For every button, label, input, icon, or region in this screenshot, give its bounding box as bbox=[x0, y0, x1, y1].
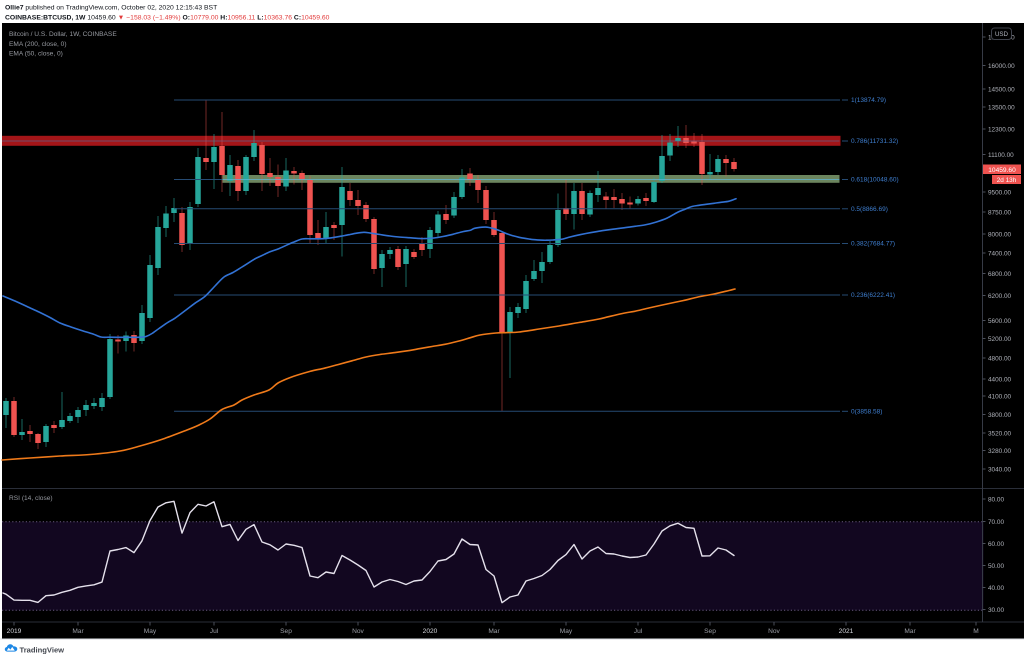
svg-text:EMA (50, close, 0): EMA (50, close, 0) bbox=[9, 51, 63, 58]
svg-text:Mar: Mar bbox=[488, 628, 500, 635]
svg-text:0.382(7684.77): 0.382(7684.77) bbox=[851, 241, 895, 248]
svg-text:11100.00: 11100.00 bbox=[988, 152, 1014, 159]
svg-text:3040.00: 3040.00 bbox=[988, 466, 1012, 473]
svg-text:12300.00: 12300.00 bbox=[988, 126, 1015, 133]
svg-text:60.00: 60.00 bbox=[988, 541, 1004, 548]
svg-text:TradingView: TradingView bbox=[20, 646, 65, 655]
svg-text:4100.00: 4100.00 bbox=[988, 393, 1012, 400]
svg-text:6200.00: 6200.00 bbox=[988, 293, 1012, 300]
svg-text:Sep: Sep bbox=[704, 628, 716, 635]
svg-text:2020: 2020 bbox=[423, 628, 438, 635]
svg-text:2021: 2021 bbox=[839, 628, 854, 635]
svg-text:0.786(11731.32): 0.786(11731.32) bbox=[851, 138, 898, 145]
svg-text:3800.00: 3800.00 bbox=[988, 412, 1012, 419]
svg-text:Nov: Nov bbox=[768, 628, 780, 635]
svg-text:Jul: Jul bbox=[210, 628, 219, 635]
svg-text:10459.60: 10459.60 bbox=[988, 167, 1016, 174]
svg-text:3520.00: 3520.00 bbox=[988, 430, 1012, 437]
svg-text:80.00: 80.00 bbox=[988, 496, 1004, 503]
svg-text:16000.00: 16000.00 bbox=[988, 63, 1015, 70]
svg-text:Bitcoin / U.S. Dollar, 1W, COI: Bitcoin / U.S. Dollar, 1W, COINBASE bbox=[9, 31, 117, 38]
svg-text:8750.00: 8750.00 bbox=[988, 209, 1012, 216]
svg-text:2d 13h: 2d 13h bbox=[997, 177, 1017, 184]
svg-text:40.00: 40.00 bbox=[988, 585, 1004, 592]
svg-text:Mar: Mar bbox=[72, 628, 84, 635]
svg-text:30.00: 30.00 bbox=[988, 607, 1004, 614]
svg-text:70.00: 70.00 bbox=[988, 519, 1004, 526]
svg-text:5200.00: 5200.00 bbox=[988, 336, 1012, 343]
svg-text:COINBASE:BTCUSD, 1W 10459.60 ▼: COINBASE:BTCUSD, 1W 10459.60 ▼ −158.03 (… bbox=[5, 15, 330, 22]
svg-text:4800.00: 4800.00 bbox=[988, 355, 1012, 362]
svg-text:0.5(8866.69): 0.5(8866.69) bbox=[851, 206, 888, 213]
svg-text:50.00: 50.00 bbox=[988, 563, 1004, 570]
svg-text:13500.00: 13500.00 bbox=[988, 104, 1015, 111]
svg-text:0(3858.58): 0(3858.58) bbox=[851, 409, 882, 416]
svg-text:M: M bbox=[973, 628, 979, 635]
svg-text:4400.00: 4400.00 bbox=[988, 376, 1012, 383]
svg-text:May: May bbox=[560, 628, 573, 635]
svg-text:Nov: Nov bbox=[352, 628, 364, 635]
svg-text:5600.00: 5600.00 bbox=[988, 318, 1012, 325]
svg-text:7400.00: 7400.00 bbox=[988, 250, 1012, 257]
svg-text:1(13874.79): 1(13874.79) bbox=[851, 97, 886, 104]
svg-text:8000.00: 8000.00 bbox=[988, 231, 1012, 238]
svg-text:0.236(6222.41): 0.236(6222.41) bbox=[851, 292, 895, 299]
svg-text:6800.00: 6800.00 bbox=[988, 271, 1012, 278]
svg-text:USD: USD bbox=[995, 31, 1009, 38]
svg-text:Ollie7 published on TradingVie: Ollie7 published on TradingView.com, Oct… bbox=[5, 5, 217, 12]
svg-text:9500.00: 9500.00 bbox=[988, 189, 1012, 196]
svg-text:May: May bbox=[144, 628, 157, 635]
svg-text:Sep: Sep bbox=[280, 628, 292, 635]
svg-text:Jul: Jul bbox=[634, 628, 643, 635]
svg-text:0.618(10048.60): 0.618(10048.60) bbox=[851, 177, 899, 184]
svg-text:RSI (14, close): RSI (14, close) bbox=[9, 495, 53, 502]
svg-text:2019: 2019 bbox=[7, 628, 22, 635]
svg-text:EMA (200, close, 0): EMA (200, close, 0) bbox=[9, 41, 67, 48]
svg-text:3280.00: 3280.00 bbox=[988, 448, 1012, 455]
svg-text:Mar: Mar bbox=[904, 628, 916, 635]
svg-text:14500.00: 14500.00 bbox=[988, 86, 1015, 93]
